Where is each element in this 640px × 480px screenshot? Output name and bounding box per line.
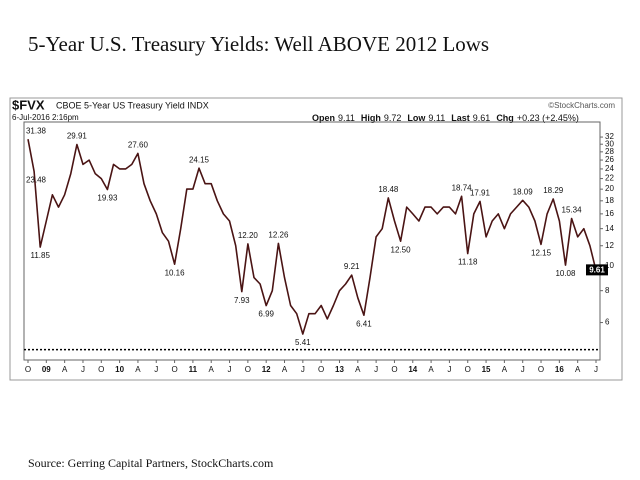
value-label: 15.34 bbox=[562, 206, 583, 215]
x-tick-label: O bbox=[538, 365, 544, 374]
value-label: 12.50 bbox=[391, 245, 412, 254]
stat-value: +0.23 (+2.45%) bbox=[517, 113, 579, 123]
y-tick-label: 24 bbox=[605, 164, 614, 173]
stat-value: 9.11 bbox=[338, 113, 355, 123]
x-tick-label: A bbox=[209, 365, 215, 374]
x-tick-label: O bbox=[245, 365, 251, 374]
y-tick-label: 14 bbox=[605, 224, 614, 233]
x-tick-label: A bbox=[575, 365, 581, 374]
x-tick-label: J bbox=[301, 365, 305, 374]
stat-label: Last bbox=[451, 113, 470, 123]
x-tick-label: J bbox=[81, 365, 85, 374]
value-label: 6.41 bbox=[356, 319, 372, 328]
x-tick-label: J bbox=[447, 365, 451, 374]
stat-value: 9.72 bbox=[384, 113, 402, 123]
y-tick-label: 32 bbox=[605, 132, 614, 141]
x-tick-label: O bbox=[98, 365, 104, 374]
value-label: 12.20 bbox=[238, 231, 259, 240]
y-tick-label: 12 bbox=[605, 241, 614, 250]
chart-frame bbox=[9, 97, 623, 381]
stats: Open 9.11 High 9.72 Low 9.11 Last 9.61 Chg +0.23 … bbox=[312, 113, 579, 123]
y-tick-label: 6 bbox=[605, 318, 610, 327]
value-label: 18.74 bbox=[452, 183, 473, 192]
y-tick-label: 8 bbox=[605, 286, 610, 295]
x-tick-label: A bbox=[282, 365, 288, 374]
x-tick-label: O bbox=[465, 365, 471, 374]
stat-label: Open bbox=[312, 113, 335, 123]
x-tick-label: A bbox=[428, 365, 434, 374]
y-tick-label: 16 bbox=[605, 209, 614, 218]
source: Source: Gerring Capital Partners, StockC… bbox=[28, 456, 274, 470]
x-tick-label: 14 bbox=[408, 365, 417, 374]
x-tick-label: O bbox=[25, 365, 31, 374]
value-label: 5.41 bbox=[295, 338, 311, 347]
value-label: 19.93 bbox=[97, 194, 118, 203]
x-tick-label: A bbox=[355, 365, 361, 374]
stat-label: Low bbox=[407, 113, 426, 123]
last-value-label: 9.61 bbox=[589, 265, 605, 274]
value-label: 18.29 bbox=[543, 186, 564, 195]
chart-subtitle: CBOE 5-Year US Treasury Yield INDX bbox=[56, 100, 209, 110]
y-tick-label: 18 bbox=[605, 196, 614, 205]
value-label: 10.08 bbox=[555, 269, 576, 278]
stat-label: Chg bbox=[496, 113, 514, 123]
value-label: 24.15 bbox=[189, 155, 210, 164]
credit: ©StockCharts.com bbox=[548, 101, 615, 110]
x-tick-label: J bbox=[154, 365, 158, 374]
value-label: 23.48 bbox=[26, 175, 47, 184]
stat-label: High bbox=[361, 113, 381, 123]
x-tick-label: 15 bbox=[482, 365, 491, 374]
price-line bbox=[27, 139, 597, 335]
value-label: 9.21 bbox=[344, 262, 360, 271]
plot-area bbox=[23, 121, 601, 361]
value-label: 17.91 bbox=[470, 188, 491, 197]
value-label: 29.91 bbox=[67, 132, 88, 141]
x-tick-label: 09 bbox=[42, 365, 51, 374]
value-label: 6.99 bbox=[258, 310, 274, 319]
y-tick-label: 28 bbox=[605, 147, 614, 156]
value-label: 18.48 bbox=[378, 185, 399, 194]
last-value-box bbox=[586, 264, 608, 276]
x-tick-label: A bbox=[135, 365, 141, 374]
slide-title: 5-Year U.S. Treasury Yields: Well ABOVE … bbox=[28, 32, 489, 56]
x-tick-label: J bbox=[374, 365, 378, 374]
x-tick-label: J bbox=[521, 365, 525, 374]
x-tick-label: O bbox=[171, 365, 177, 374]
x-tick-label: O bbox=[318, 365, 324, 374]
x-tick-label: J bbox=[594, 365, 598, 374]
stat-value: 9.11 bbox=[428, 113, 445, 123]
value-label: 18.09 bbox=[513, 187, 534, 196]
x-tick-label: J bbox=[228, 365, 232, 374]
value-label: 11.85 bbox=[30, 251, 50, 260]
x-tick-label: A bbox=[62, 365, 68, 374]
y-tick-label: 20 bbox=[605, 184, 614, 193]
y-tick-label: 10 bbox=[605, 261, 614, 270]
symbol: $FVX bbox=[12, 97, 45, 112]
x-tick-label: 12 bbox=[262, 365, 271, 374]
value-label: 27.60 bbox=[128, 141, 149, 150]
value-label: 11.18 bbox=[458, 258, 478, 267]
value-label: 31.38 bbox=[26, 126, 47, 135]
x-tick-label: A bbox=[502, 365, 508, 374]
y-tick-label: 26 bbox=[605, 155, 614, 164]
timestamp: 6-Jul-2016 2:16pm bbox=[12, 113, 79, 122]
value-label: 12.26 bbox=[268, 230, 289, 239]
x-tick-label: 13 bbox=[335, 365, 344, 374]
x-tick-label: 11 bbox=[189, 365, 198, 374]
x-tick-label: 16 bbox=[555, 365, 564, 374]
y-tick-label: 30 bbox=[605, 139, 614, 148]
value-label: 7.93 bbox=[234, 296, 250, 305]
value-label: 12.15 bbox=[531, 248, 552, 257]
x-tick-label: O bbox=[391, 365, 397, 374]
stat-value: 9.61 bbox=[473, 113, 491, 123]
y-tick-label: 22 bbox=[605, 174, 614, 183]
value-label: 10.16 bbox=[165, 268, 186, 277]
x-tick-label: 10 bbox=[115, 365, 124, 374]
